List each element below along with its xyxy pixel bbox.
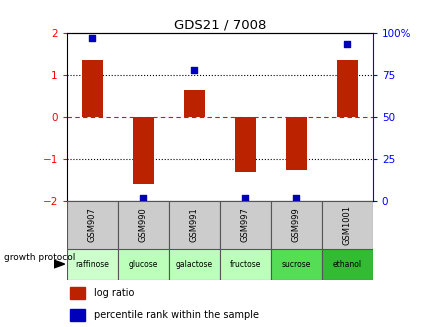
Bar	[70, 287, 84, 299]
Bar	[169, 249, 219, 280]
Point	[292, 195, 299, 200]
Bar	[234, 117, 255, 172]
Text: GSM907: GSM907	[88, 207, 97, 242]
Bar	[117, 201, 169, 249]
Bar	[67, 201, 117, 249]
Polygon shape	[54, 260, 64, 268]
Text: GSM990: GSM990	[138, 207, 147, 242]
Text: ethanol: ethanol	[332, 260, 361, 268]
Text: GSM1001: GSM1001	[342, 205, 351, 245]
Text: GSM991: GSM991	[189, 207, 198, 242]
Bar	[219, 201, 270, 249]
Text: galactose: galactose	[175, 260, 212, 268]
Bar	[169, 201, 219, 249]
Text: percentile rank within the sample: percentile rank within the sample	[93, 310, 258, 320]
Text: raffinose: raffinose	[75, 260, 109, 268]
Bar	[82, 60, 102, 117]
Bar	[184, 90, 204, 117]
Text: log ratio: log ratio	[93, 288, 134, 298]
Bar	[70, 309, 84, 321]
Text: growth protocol: growth protocol	[4, 253, 76, 262]
Text: glucose: glucose	[128, 260, 158, 268]
Text: fructose: fructose	[229, 260, 261, 268]
Title: GDS21 / 7008: GDS21 / 7008	[173, 19, 265, 31]
Bar	[133, 117, 153, 184]
Bar	[286, 117, 306, 169]
Bar	[270, 201, 321, 249]
Bar	[321, 249, 372, 280]
Bar	[321, 201, 372, 249]
Point	[89, 35, 95, 40]
Bar	[219, 249, 270, 280]
Point	[190, 67, 197, 72]
Bar	[270, 249, 321, 280]
Text: GSM999: GSM999	[291, 207, 300, 242]
Bar	[117, 249, 169, 280]
Bar	[336, 60, 356, 117]
Text: GSM997: GSM997	[240, 207, 249, 242]
Point	[241, 195, 248, 200]
Bar	[67, 249, 117, 280]
Point	[343, 42, 350, 47]
Point	[139, 195, 146, 200]
Text: sucrose: sucrose	[281, 260, 310, 268]
